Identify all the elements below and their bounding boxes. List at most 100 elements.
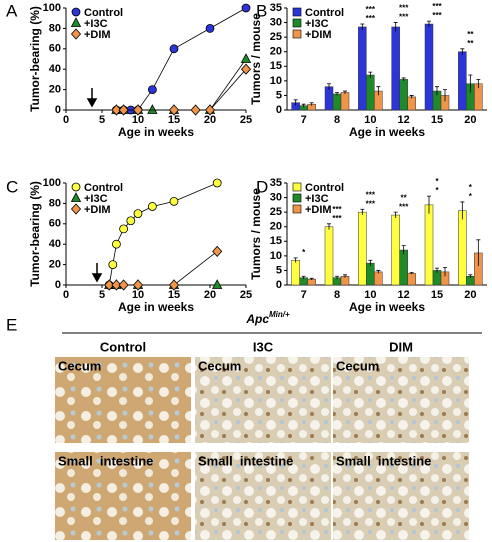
x-tick-label: 12: [398, 289, 410, 301]
significance-label: **: [467, 30, 474, 39]
legend-label: +DIM: [84, 29, 111, 41]
panel-e: E ApcMin/+ Control Cecum Small intestine I3…: [6, 310, 482, 540]
error-bar: [443, 89, 447, 102]
significance-label: ***: [399, 202, 409, 211]
data-point: [212, 178, 222, 188]
panel-letter: C: [6, 177, 18, 196]
data-point: [111, 279, 122, 291]
x-tick-label: 5: [99, 289, 105, 301]
x-tick-label: 20: [464, 114, 476, 126]
bar: [374, 271, 383, 286]
row-label: Cecum: [198, 358, 241, 373]
bar: [324, 86, 334, 111]
x-tick-label: 10: [132, 289, 144, 301]
title-text: Apc: [245, 312, 269, 326]
bar: [366, 74, 375, 111]
error-bar: [335, 92, 339, 96]
legend-label: Control: [84, 182, 123, 194]
title-superscript: Min/+: [269, 310, 290, 319]
row-label: Small intestine: [198, 453, 293, 468]
bar: [391, 26, 400, 111]
x-tick-label: 0: [63, 114, 69, 126]
data-point: [133, 209, 143, 219]
significance-label: *: [469, 192, 473, 201]
y-tick-label: 0: [276, 279, 282, 291]
legend-label: Control: [84, 7, 123, 19]
error-bar: [309, 102, 314, 106]
x-tick-label: 20: [204, 114, 216, 126]
error-bar: [427, 195, 431, 214]
legend-label: +DIM: [84, 204, 111, 216]
legend-marker: [70, 192, 82, 202]
column-header: I3C: [253, 339, 274, 354]
x-tick-label: 15: [431, 114, 443, 126]
x-tick-label: 10: [132, 114, 144, 126]
error-bar: [401, 77, 406, 81]
error-bar: [360, 208, 365, 216]
data-point: [104, 279, 115, 291]
error-bar: [327, 223, 331, 230]
error-bar: [460, 48, 465, 55]
data-point: [212, 245, 223, 257]
y-axis-label: Tumor-bearing (%): [28, 6, 42, 112]
legend-label: +DIM: [305, 29, 332, 41]
bar: [399, 79, 408, 111]
x-tick-label: 8: [334, 289, 340, 301]
y-axis-label: Tumors / mouse: [249, 13, 263, 105]
data-point: [168, 104, 180, 116]
x-tick-label: 10: [364, 289, 376, 301]
legend-swatch: [292, 29, 302, 39]
histology-image: [195, 357, 331, 443]
data-point: [212, 279, 223, 289]
bar: [424, 23, 434, 111]
significance-label: *: [435, 177, 439, 186]
legend-label: +I3C: [84, 18, 108, 30]
y-tick-label: 20: [270, 46, 282, 58]
data-point: [119, 224, 128, 234]
x-tick-label: 7: [301, 114, 307, 126]
row-label: Cecum: [336, 358, 379, 373]
legend-label: +I3C: [305, 193, 329, 205]
panel-title: ApcMin/+: [245, 310, 290, 326]
y-tick-label: 25: [270, 206, 282, 218]
bar: [366, 262, 375, 286]
y-axis-label: Tumors / mouse: [249, 188, 263, 280]
legend-marker: [70, 17, 82, 27]
error-bar: [393, 22, 398, 32]
data-point: [168, 279, 180, 291]
significance-label: ***: [366, 199, 376, 208]
panel-letter: E: [6, 315, 17, 334]
x-tick-label: 25: [240, 114, 252, 126]
data-point: [147, 85, 157, 94]
error-bar: [443, 267, 447, 277]
legend-label: Control: [305, 7, 344, 19]
y-tick-label: 100: [43, 2, 61, 14]
row-label: Cecum: [58, 358, 101, 373]
series-line: [116, 68, 247, 111]
bar: [332, 93, 342, 111]
bar: [399, 249, 408, 286]
error-bar: [301, 275, 306, 280]
legend-marker: [70, 203, 82, 215]
x-axis-label: Age in weeks: [349, 300, 425, 314]
y-tick-label: 25: [270, 31, 282, 43]
significance-label: ***: [432, 2, 442, 11]
significance-label: ***: [366, 5, 376, 14]
y-tick-label: 35: [270, 2, 282, 14]
error-bar: [293, 99, 298, 106]
error-bar: [376, 86, 381, 96]
bar: [358, 211, 367, 286]
significance-label: *: [469, 183, 473, 192]
x-tick-label: 20: [464, 289, 476, 301]
y-tick-label: 40: [49, 63, 61, 75]
panel-letter: A: [6, 1, 18, 20]
error-bar: [476, 239, 481, 267]
significance-label: ***: [332, 214, 342, 223]
histology-image: [195, 452, 331, 540]
panel-letter: D: [256, 177, 268, 196]
error-bar: [476, 79, 481, 89]
data-point: [126, 216, 136, 226]
significance-label: **: [467, 39, 474, 48]
x-tick-label: 7: [301, 289, 307, 301]
